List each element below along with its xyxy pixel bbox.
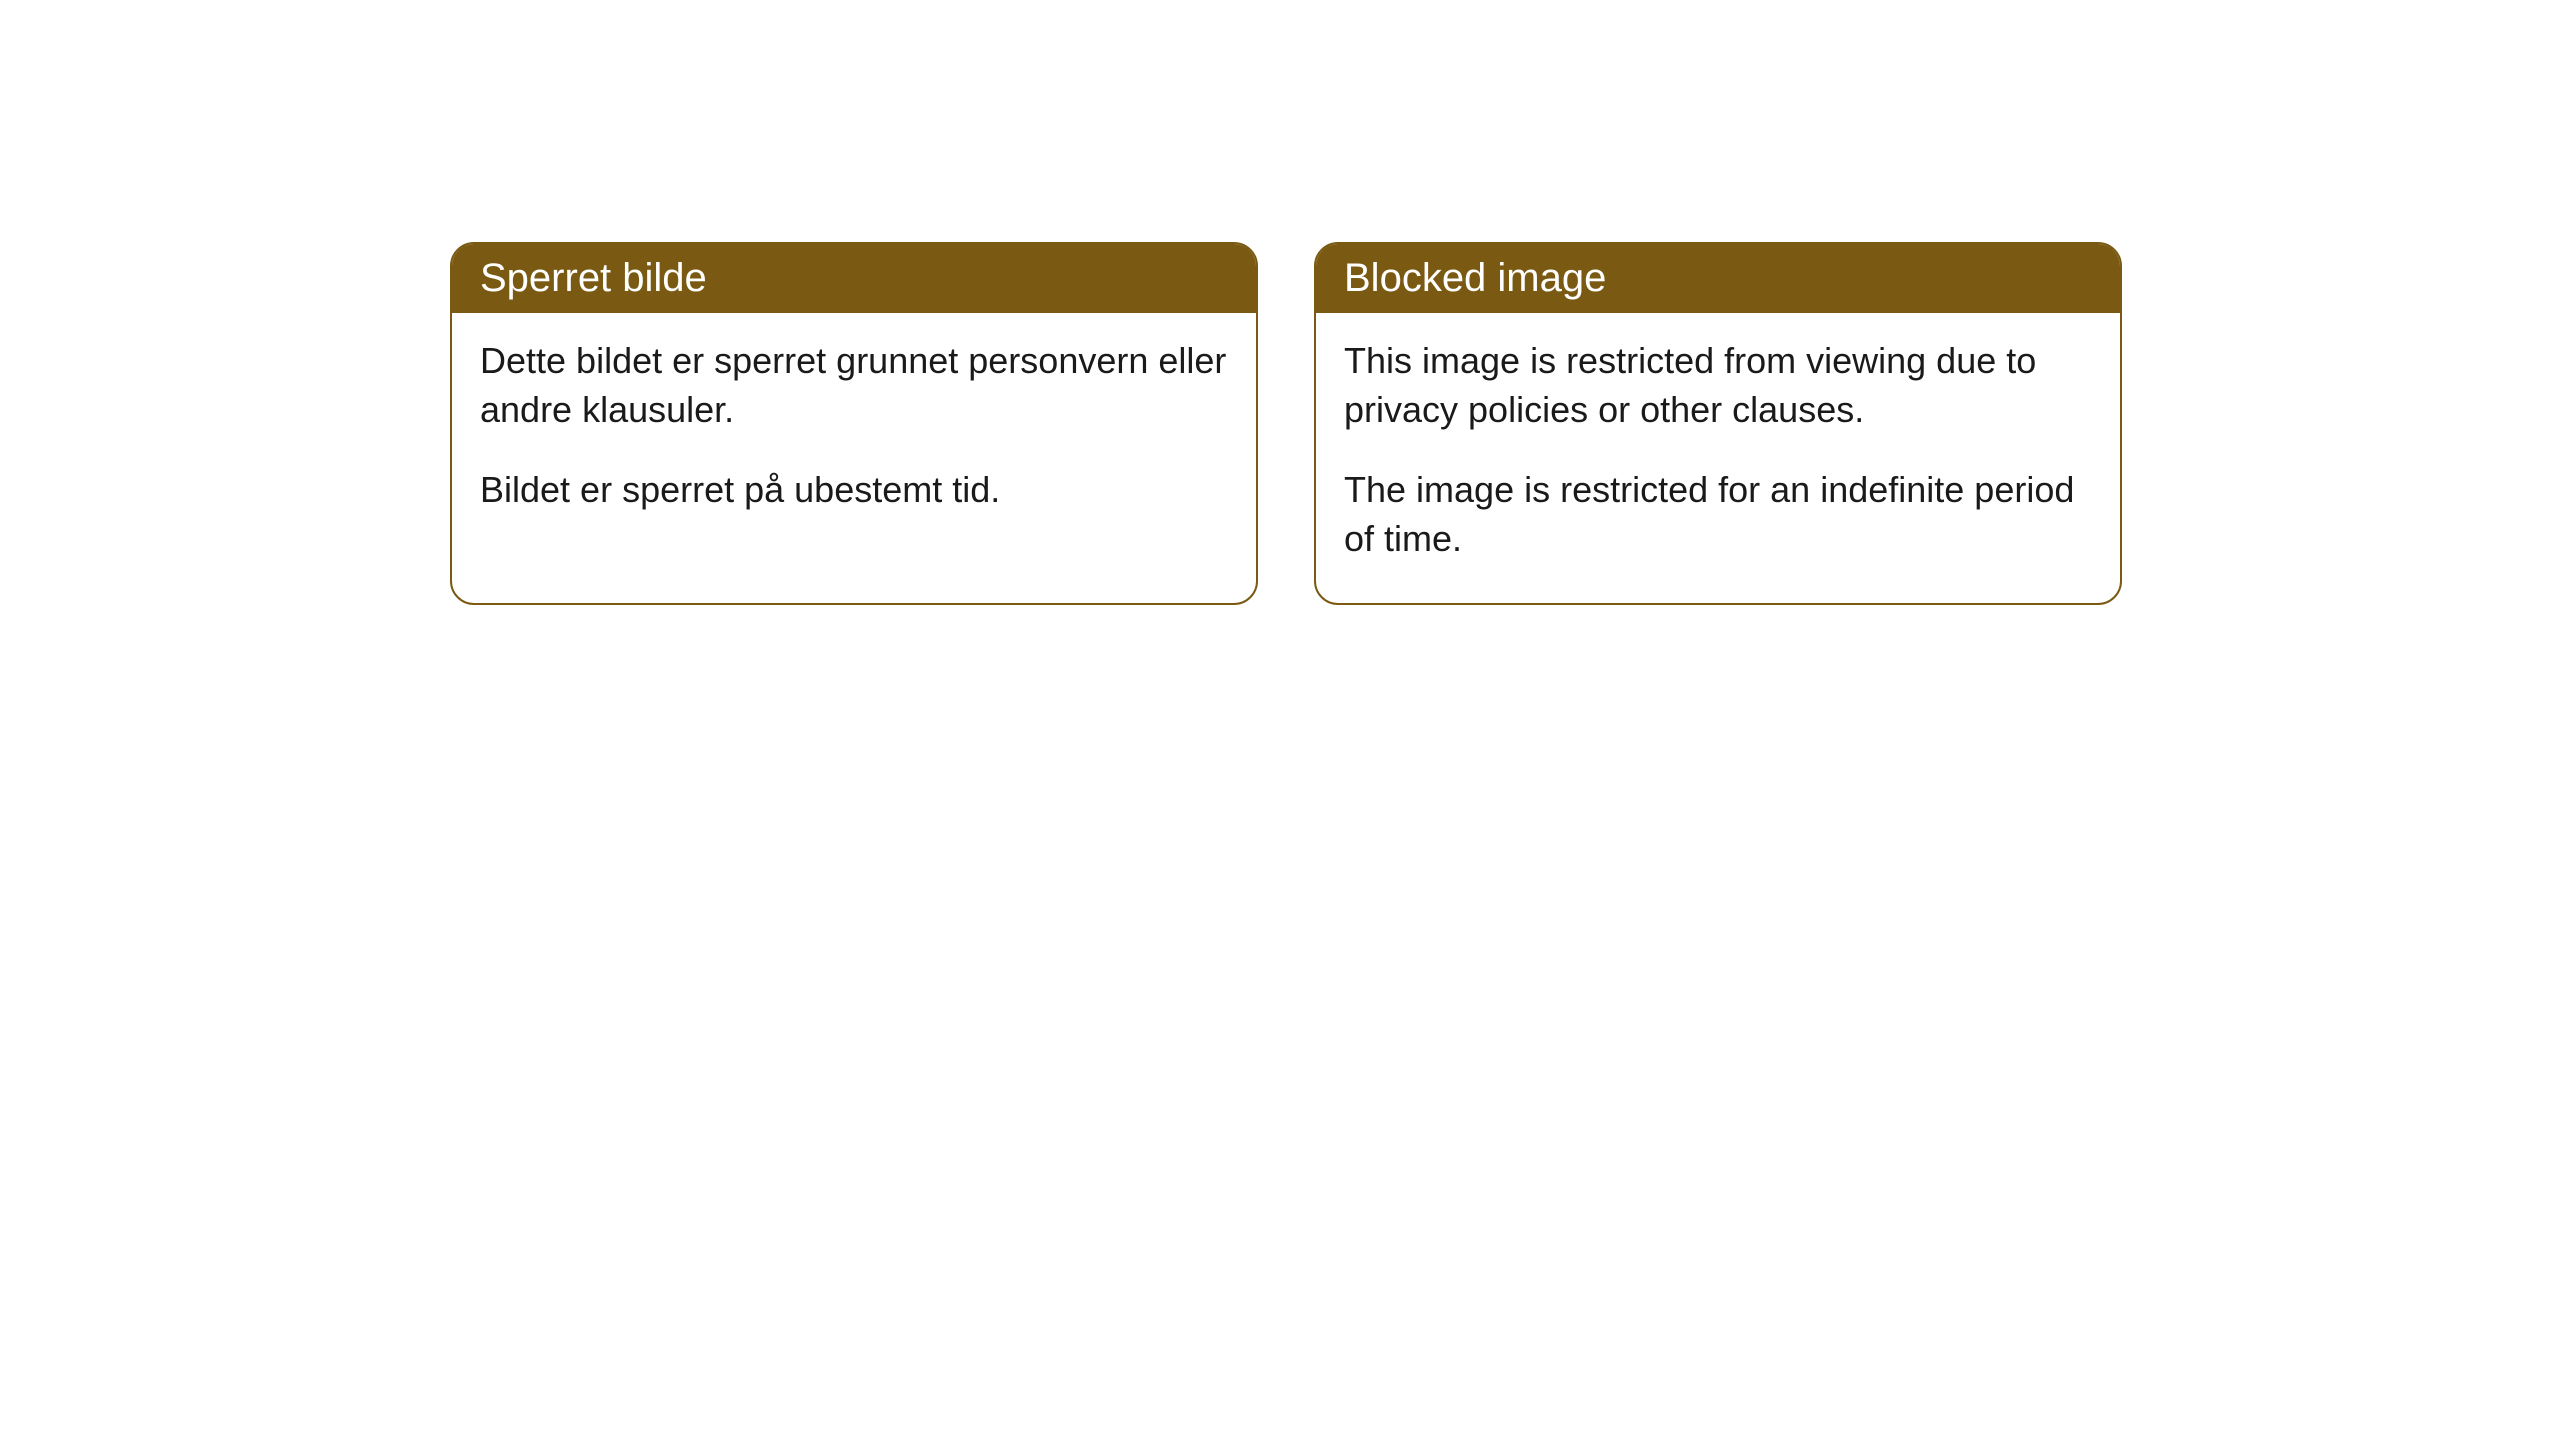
card-paragraph-2-norwegian: Bildet er sperret på ubestemt tid. <box>480 466 1228 515</box>
card-header-english: Blocked image <box>1316 244 2120 313</box>
card-title-norwegian: Sperret bilde <box>480 256 707 300</box>
card-paragraph-2-english: The image is restricted for an indefinit… <box>1344 466 2092 563</box>
card-body-english: This image is restricted from viewing du… <box>1316 313 2120 603</box>
card-english: Blocked image This image is restricted f… <box>1314 242 2122 605</box>
card-header-norwegian: Sperret bilde <box>452 244 1256 313</box>
card-norwegian: Sperret bilde Dette bildet er sperret gr… <box>450 242 1258 605</box>
card-paragraph-1-english: This image is restricted from viewing du… <box>1344 337 2092 434</box>
card-body-norwegian: Dette bildet er sperret grunnet personve… <box>452 313 1256 555</box>
cards-container: Sperret bilde Dette bildet er sperret gr… <box>450 242 2122 605</box>
card-title-english: Blocked image <box>1344 256 1606 300</box>
card-paragraph-1-norwegian: Dette bildet er sperret grunnet personve… <box>480 337 1228 434</box>
